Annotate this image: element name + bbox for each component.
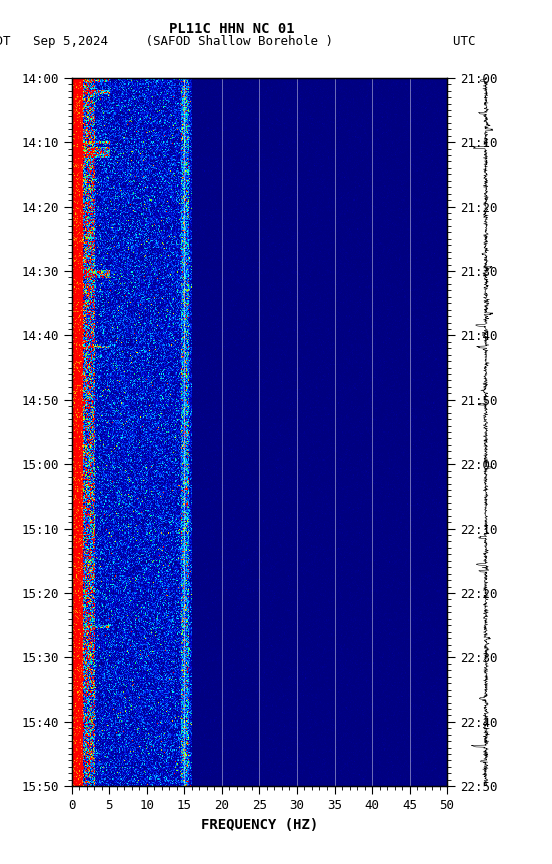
X-axis label: FREQUENCY (HZ): FREQUENCY (HZ) [201,818,318,832]
Text: PL11C HHN NC 01: PL11C HHN NC 01 [169,22,295,35]
Text: PDT   Sep 5,2024     (SAFOD Shallow Borehole )                UTC: PDT Sep 5,2024 (SAFOD Shallow Borehole )… [0,35,476,48]
